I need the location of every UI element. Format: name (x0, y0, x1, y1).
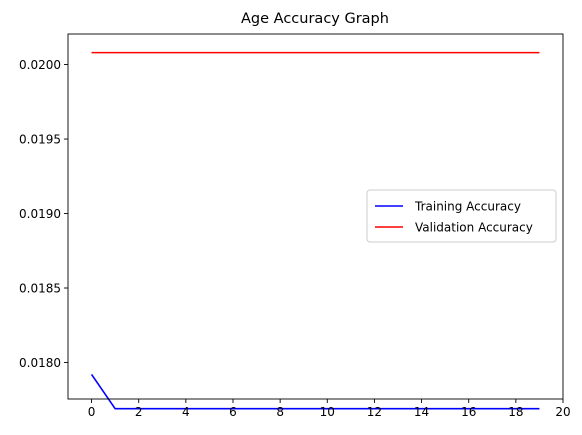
x-tick-label: 0 (88, 405, 96, 419)
x-tick-label: 20 (555, 405, 570, 419)
legend-box (366, 189, 557, 243)
x-tick-label: 10 (320, 405, 335, 419)
y-tick-label: 0.0200 (19, 58, 61, 72)
legend-label-training: Training Accuracy (414, 199, 521, 213)
x-tick-label: 8 (276, 405, 284, 419)
series-line-training (90, 373, 540, 410)
x-tick-label: 14 (414, 405, 429, 419)
legend: Training Accuracy Validation Accuracy (366, 189, 557, 243)
x-tick-label: 2 (135, 405, 143, 419)
x-tick-label: 12 (367, 405, 382, 419)
y-tick-label: 0.0180 (19, 356, 61, 370)
x-tick-label: 4 (182, 405, 190, 419)
axes-frame (67, 33, 564, 400)
y-tick-label: 0.0185 (19, 281, 61, 295)
axes: 0 2 4 6 8 10 12 14 16 18 20 0.0180 0.0185 0.0190 0.019… (19, 33, 571, 419)
chart-title: Age Accuracy Graph (241, 11, 389, 27)
x-tick-label: 18 (508, 405, 523, 419)
y-tick-label: 0.0190 (19, 207, 61, 221)
legend-label-validation: Validation Accuracy (415, 220, 533, 234)
y-tick-label: 0.0195 (19, 132, 61, 146)
x-tick-label: 6 (229, 405, 237, 419)
x-tick-label: 16 (461, 405, 476, 419)
plot-area (90, 51, 540, 410)
